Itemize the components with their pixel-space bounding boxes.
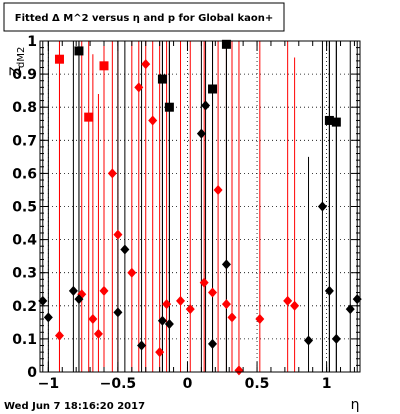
data-point-diamond xyxy=(43,312,53,323)
data-point-diamond xyxy=(137,340,147,351)
x-tick-label: −0.5 xyxy=(100,376,137,392)
data-point-diamond xyxy=(157,315,167,326)
data-point-diamond xyxy=(290,300,300,311)
data-point-diamond xyxy=(324,285,334,296)
data-point-diamond xyxy=(74,294,84,305)
data-point-diamond xyxy=(54,330,64,341)
data-point-square xyxy=(331,117,341,127)
data-point-diamond xyxy=(88,314,98,325)
data-point-diamond xyxy=(176,295,186,306)
timestamp-footer: Wed Jun 7 18:16:20 2017 xyxy=(4,401,145,412)
axis-ticks: −1 −0.5 0 0.5 1 0 0.1 0.2 0.3 0.4 0.5 0.6 0.7 0.8 0.9 1 xyxy=(12,34,360,392)
data-point-square xyxy=(84,112,94,122)
data-point-diamond xyxy=(38,295,48,306)
data-point-diamond xyxy=(208,338,218,349)
data-point-diamond xyxy=(208,287,218,298)
y-tick-label: 0.9 xyxy=(12,67,37,83)
data-point-diamond xyxy=(162,299,172,310)
data-point-diamond xyxy=(283,295,293,306)
title-frame xyxy=(3,2,285,32)
data-point-diamond xyxy=(68,285,78,296)
y-tick-label: 0 xyxy=(27,365,37,381)
data-point-diamond xyxy=(234,365,244,376)
chart-title: Fitted Δ M^2 versus η and p for Global k… xyxy=(15,13,273,24)
data-point-diamond xyxy=(148,115,158,126)
data-point-diamond xyxy=(201,100,211,111)
data-point-diamond xyxy=(99,285,109,296)
x-tick-label: −1 xyxy=(38,376,59,392)
data-point-diamond xyxy=(141,59,151,70)
title-box: Fitted Δ M^2 versus η and p for Global k… xyxy=(3,2,285,32)
data-point-square xyxy=(164,102,174,112)
data-point-diamond xyxy=(255,314,265,325)
data-point-square xyxy=(157,74,167,84)
data-point-square xyxy=(54,54,64,64)
data-point-diamond xyxy=(317,201,327,212)
data-point-diamond xyxy=(107,168,117,179)
y-axis-title: Z xyxy=(8,66,24,76)
y-tick-label: 0.2 xyxy=(12,299,37,315)
data-point-diamond xyxy=(127,267,137,278)
y-tick-label: 0.8 xyxy=(12,100,37,116)
data-point-diamond xyxy=(164,319,174,330)
data-point-diamond xyxy=(93,328,103,339)
data-point-diamond xyxy=(199,277,209,288)
data-point-diamond xyxy=(134,82,144,93)
y-tick-label: 0.3 xyxy=(12,266,37,282)
data-point-diamond xyxy=(221,299,231,310)
x-tick-label: 0.5 xyxy=(245,376,270,392)
data-point-diamond xyxy=(120,244,130,255)
data-point-square xyxy=(221,39,231,49)
y-tick-label: 0.7 xyxy=(12,133,37,149)
data-point-diamond xyxy=(155,347,165,358)
data-point-diamond xyxy=(113,307,123,318)
data-point-diamond xyxy=(185,304,195,315)
y-tick-label: 0.1 xyxy=(12,332,37,348)
data-point-diamond xyxy=(227,312,237,323)
data-point-diamond xyxy=(304,335,314,346)
y-axis-title-subscript: dM2 xyxy=(16,47,27,68)
x-tick-label: 0 xyxy=(183,376,193,392)
data-series xyxy=(38,39,362,376)
data-point-square xyxy=(99,61,109,71)
y-tick-label: 0.5 xyxy=(12,200,37,216)
data-point-diamond xyxy=(196,128,206,139)
y-tick-label: 0.6 xyxy=(12,166,37,182)
x-axis-title: η xyxy=(351,397,360,413)
data-point-diamond xyxy=(221,259,231,270)
data-point-square xyxy=(324,115,334,125)
data-point-diamond xyxy=(213,184,223,195)
data-point-diamond xyxy=(345,304,355,315)
y-tick-label: 0.4 xyxy=(12,233,37,249)
data-point-square xyxy=(208,84,218,94)
data-point-square xyxy=(74,46,84,56)
y-tick-label: 1 xyxy=(27,34,37,50)
data-point-diamond xyxy=(331,333,341,344)
x-tick-label: 1 xyxy=(322,376,332,392)
data-point-diamond xyxy=(113,229,123,240)
